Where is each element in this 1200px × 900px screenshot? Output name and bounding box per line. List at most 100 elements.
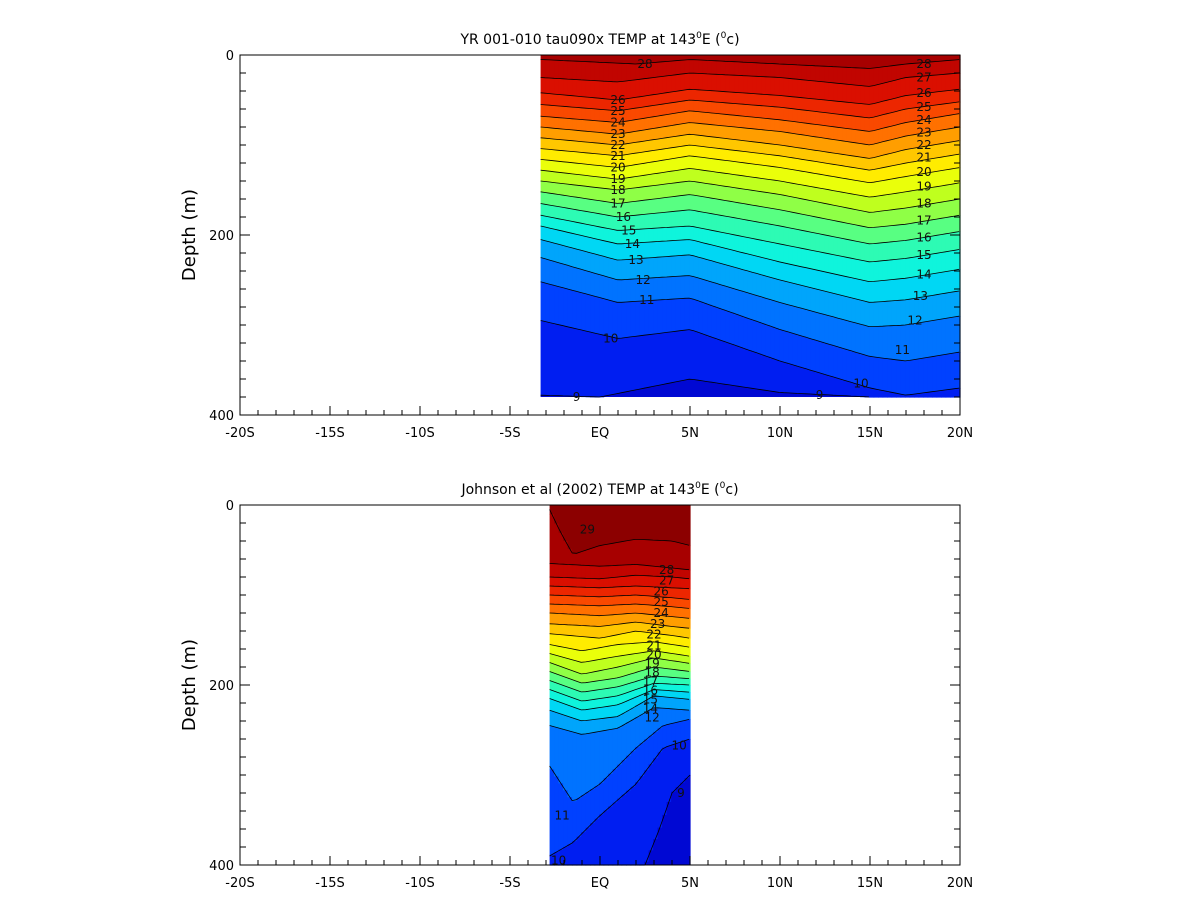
temperature-band-20 bbox=[617, 155, 623, 168]
temperature-band-17 bbox=[554, 182, 560, 195]
temperature-band-10 bbox=[828, 344, 834, 377]
temperature-band-22 bbox=[662, 126, 668, 139]
temperature-band-17 bbox=[716, 185, 722, 200]
temperature-band-25 bbox=[558, 586, 564, 597]
temperature-band-13 bbox=[810, 269, 816, 289]
temperature-band-11 bbox=[549, 260, 555, 286]
temperature-band-10 bbox=[909, 360, 915, 396]
temperature-band-23 bbox=[563, 604, 569, 615]
temperature-band-13 bbox=[684, 691, 690, 700]
temperature-band-16 bbox=[891, 225, 897, 243]
temperature-band-15 bbox=[680, 210, 686, 228]
temperature-band-19 bbox=[635, 643, 641, 654]
temperature-band-21 bbox=[743, 140, 749, 153]
temperature-band-10 bbox=[945, 354, 951, 391]
temperature-band-25 bbox=[572, 95, 578, 108]
temperature-band-22 bbox=[905, 135, 911, 150]
temperature-band-18 bbox=[554, 655, 560, 666]
temperature-band-13 bbox=[617, 704, 623, 717]
temperature-band-23 bbox=[774, 119, 780, 132]
temperature-band-17 bbox=[932, 203, 938, 221]
temperature-band-21 bbox=[648, 623, 654, 634]
temperature-band-24 bbox=[869, 117, 875, 132]
contour-label: 12 bbox=[907, 314, 922, 328]
temperature-band-20 bbox=[666, 635, 672, 645]
temperature-band-21 bbox=[837, 153, 843, 166]
temperature-band-20 bbox=[635, 152, 641, 165]
contour-label: 13 bbox=[628, 253, 643, 267]
temperature-band-11 bbox=[743, 292, 749, 318]
temperature-band-23 bbox=[576, 605, 582, 616]
temperature-band-27 bbox=[756, 62, 762, 78]
temperature-band-23 bbox=[797, 122, 803, 136]
temperature-band-26 bbox=[621, 81, 627, 100]
temperature-band-9 bbox=[599, 814, 605, 866]
temperature-band-23 bbox=[927, 118, 933, 133]
temperature-band-28 bbox=[770, 55, 776, 65]
temperature-band-11 bbox=[545, 259, 551, 285]
temperature-band-13 bbox=[801, 267, 807, 287]
temperature-band-25 bbox=[554, 586, 560, 596]
temperature-band-23 bbox=[765, 118, 771, 131]
temperature-band-17 bbox=[702, 183, 708, 198]
temperature-band-9 bbox=[563, 326, 569, 397]
temperature-band-14 bbox=[869, 261, 875, 283]
temperature-band-9 bbox=[567, 844, 573, 866]
temperature-band-9 bbox=[846, 381, 852, 397]
temperature-band-27 bbox=[792, 64, 798, 80]
temperature-band-11 bbox=[657, 277, 663, 301]
temperature-band-deep bbox=[612, 394, 618, 397]
temperature-band-19 bbox=[684, 646, 690, 657]
temperature-band-9 bbox=[653, 758, 659, 840]
temperature-band-23 bbox=[662, 606, 668, 617]
temperature-band-17 bbox=[774, 194, 780, 210]
temperature-band-21 bbox=[603, 625, 609, 638]
temperature-band-12 bbox=[653, 695, 659, 709]
temperature-band-18 bbox=[662, 172, 668, 185]
temperature-band-20 bbox=[909, 162, 915, 177]
temperature-band-9 bbox=[761, 355, 767, 391]
temperature-band-24 bbox=[675, 101, 681, 114]
temperature-band-11 bbox=[576, 268, 582, 293]
isotherm-25 bbox=[549, 594, 690, 600]
temperature-band-21 bbox=[954, 141, 960, 156]
temperature-band-27 bbox=[572, 564, 578, 579]
temperature-band-17 bbox=[792, 197, 798, 214]
temperature-band-10 bbox=[590, 295, 596, 334]
temperature-band-16 bbox=[558, 675, 564, 686]
contour-label: 25 bbox=[610, 104, 625, 118]
temperature-band-14 bbox=[738, 236, 744, 253]
temperature-band-9 bbox=[680, 741, 686, 784]
temperature-band-9 bbox=[747, 350, 753, 389]
temperature-band-11 bbox=[896, 325, 902, 361]
contour-label: 17 bbox=[916, 214, 931, 228]
temperature-band-26 bbox=[684, 73, 690, 91]
temperature-band-15 bbox=[945, 233, 951, 253]
temperature-band-27 bbox=[585, 61, 591, 81]
temperature-band-26 bbox=[639, 575, 645, 587]
temperature-band-24 bbox=[909, 108, 915, 123]
temperature-band-27 bbox=[554, 563, 560, 578]
temperature-band-16 bbox=[626, 674, 632, 685]
temperature-band-20 bbox=[635, 631, 641, 644]
temperature-band-9 bbox=[896, 393, 902, 398]
temperature-band-17 bbox=[684, 181, 690, 196]
temperature-band-17 bbox=[882, 210, 888, 227]
temperature-band-27 bbox=[860, 68, 866, 87]
temperature-band-28 bbox=[554, 55, 560, 61]
temperature-band-22 bbox=[950, 128, 956, 143]
temperature-band-17 bbox=[689, 663, 691, 673]
temperature-band-26 bbox=[666, 576, 672, 589]
temperature-band-21 bbox=[635, 622, 641, 632]
temperature-band-19 bbox=[594, 648, 600, 661]
temperature-band-19 bbox=[770, 166, 776, 181]
temperature-band-28 bbox=[567, 548, 573, 566]
temperature-band-17 bbox=[860, 210, 866, 227]
temperature-band-20 bbox=[540, 148, 546, 161]
temperature-band-15 bbox=[644, 214, 650, 230]
isotherm-18 bbox=[549, 657, 690, 675]
temperature-band-27 bbox=[887, 66, 893, 83]
temperature-band-10 bbox=[923, 357, 929, 394]
temperature-band-14 bbox=[842, 256, 848, 277]
temperature-band-22 bbox=[932, 131, 938, 146]
